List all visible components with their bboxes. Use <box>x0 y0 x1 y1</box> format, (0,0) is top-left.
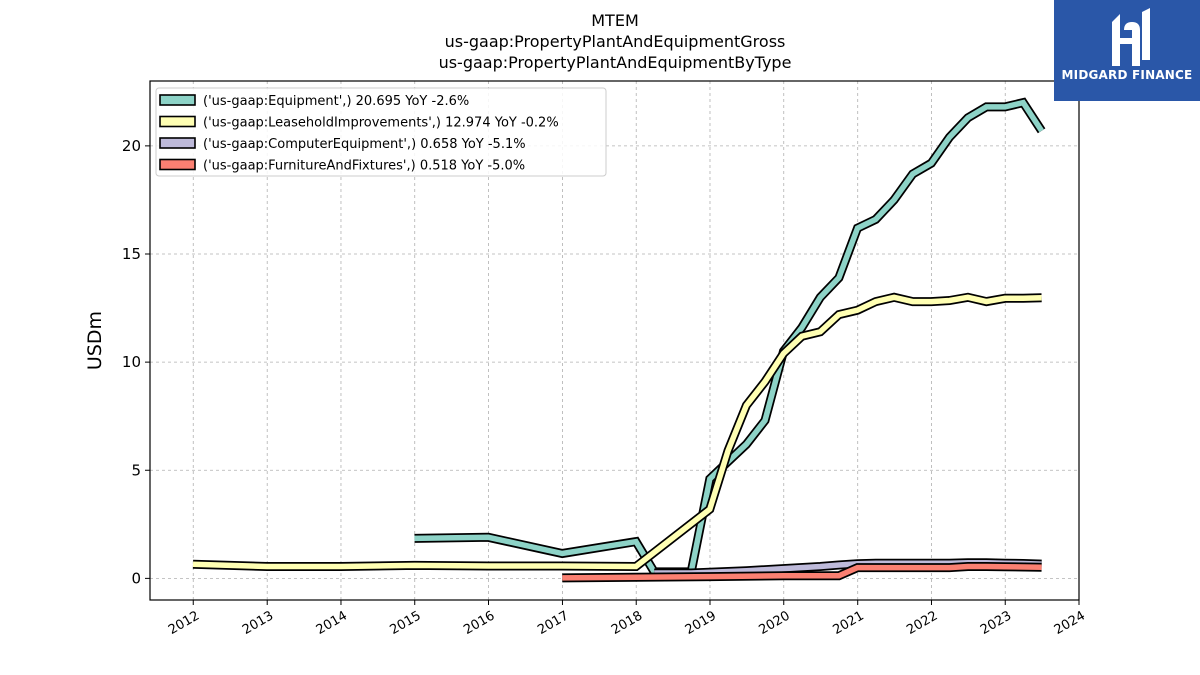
y-tick-label: 0 <box>131 569 141 587</box>
y-axis-label: USDm <box>84 311 106 370</box>
legend-item: ('us-gaap:ComputerEquipment',) 0.658 YoY… <box>159 137 526 152</box>
plot-series <box>192 97 1046 583</box>
x-tick-label: 2021 <box>830 608 866 638</box>
brand-logo: MIDGARD FINANCE <box>1054 0 1200 101</box>
brand-name: MIDGARD FINANCE <box>1061 68 1193 82</box>
legend-label: ('us-gaap:FurnitureAndFixtures',) 0.518 … <box>203 159 525 174</box>
legend-item: ('us-gaap:Equipment',) 20.695 YoY -2.6% <box>159 94 469 109</box>
legend-label: ('us-gaap:LeaseholdImprovements',) 12.97… <box>203 116 559 131</box>
axes-frame <box>149 80 1080 601</box>
legend-swatch <box>159 115 196 128</box>
y-tick-label: 15 <box>122 245 141 263</box>
y-tick-label: 5 <box>131 461 141 479</box>
x-tick-label: 2018 <box>609 608 645 638</box>
series-stroke <box>192 294 1042 570</box>
x-tick-label: 2014 <box>314 608 350 638</box>
x-tick-label: 2017 <box>535 608 571 638</box>
legend-swatch <box>159 137 196 149</box>
y-axis-ticks: 0 5 10 15 20 <box>122 137 150 587</box>
series-line-3 <box>562 562 1042 583</box>
midgard-logo-icon <box>1112 8 1150 66</box>
x-tick-label: 2016 <box>461 608 497 638</box>
x-tick-label: 2019 <box>683 608 719 638</box>
legend-item: ('us-gaap:LeaseholdImprovements',) 12.97… <box>159 115 559 131</box>
x-tick-label: 2013 <box>240 608 276 638</box>
legend: ('us-gaap:Equipment',) 20.695 YoY -2.6% (… <box>155 87 607 177</box>
x-tick-label: 2015 <box>388 608 424 638</box>
legend-item: ('us-gaap:FurnitureAndFixtures',) 0.518 … <box>159 158 525 174</box>
y-tick-label: 10 <box>122 353 141 371</box>
legend-label: ('us-gaap:Equipment',) 20.695 YoY -2.6% <box>203 94 469 109</box>
x-tick-label: 2020 <box>757 608 793 638</box>
legend-swatch <box>159 94 196 106</box>
series-outline <box>192 292 1042 572</box>
legend-label: ('us-gaap:ComputerEquipment',) 0.658 YoY… <box>203 137 526 152</box>
x-tick-label: 2023 <box>978 608 1014 638</box>
chart-title-line: us-gaap:PropertyPlantAndEquipmentByType <box>439 53 792 72</box>
legend-box <box>155 87 607 177</box>
x-axis-ticks: 2012 2013 2014 2015 2016 2017 2018 2019 2020 2021… <box>166 600 1088 638</box>
x-tick-label: 2022 <box>904 608 940 638</box>
x-tick-label: 2024 <box>1052 608 1088 638</box>
y-tick-label: 20 <box>122 137 141 155</box>
series-stroke <box>562 563 1042 581</box>
x-tick-label: 2012 <box>166 608 202 638</box>
chart-title: MTEM us-gaap:PropertyPlantAndEquipmentGro… <box>439 11 792 72</box>
series-line-1 <box>192 292 1042 572</box>
chart-title-line: us-gaap:PropertyPlantAndEquipmentGross <box>445 32 786 51</box>
chart-title-line: MTEM <box>591 11 639 30</box>
legend-swatch <box>159 158 196 171</box>
